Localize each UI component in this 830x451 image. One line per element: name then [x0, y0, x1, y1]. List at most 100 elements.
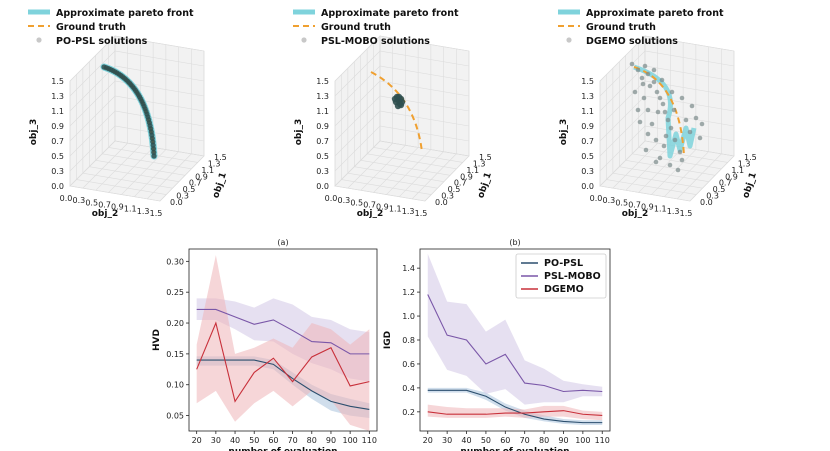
y-tick-label: 0.25	[166, 288, 184, 297]
x-axis-label: number of evaluation	[228, 447, 337, 451]
solution-point	[657, 155, 663, 161]
x-tick-label: 30	[442, 436, 452, 445]
band-psl-mobo	[427, 253, 603, 405]
z-tick-label: 1.3	[316, 92, 329, 101]
grid-line	[341, 179, 432, 195]
series-line-po-psl	[427, 389, 603, 424]
x-tick-label: 100	[575, 436, 590, 445]
y-tick-label: 0.05	[166, 412, 184, 421]
y-tick-label: 0.3	[441, 192, 454, 201]
x-tick-label: 0.7	[363, 200, 376, 209]
y-axis-label: IGD	[383, 331, 393, 349]
z-tick-label: 0.9	[581, 122, 594, 131]
solution-point	[668, 125, 674, 131]
legend-label: PSL-MOBO	[544, 271, 601, 282]
grid-line	[121, 149, 167, 195]
x-tick-label: 50	[249, 436, 259, 445]
y-tick-label: 0.9	[195, 172, 208, 181]
legend-solution-label: PO-PSL solutions	[56, 36, 148, 47]
grid-line	[134, 151, 179, 197]
y-tick-label: 0.10	[166, 381, 184, 390]
grid-line	[599, 35, 735, 82]
grid-line	[114, 140, 205, 157]
z-axis-label: obj_3	[559, 119, 569, 145]
z-tick-label: 0.7	[316, 137, 329, 146]
x-tick-label: 1.5	[150, 209, 163, 218]
z-tick-label: 0.7	[51, 137, 64, 146]
x-tick-label: 0.0	[325, 194, 338, 203]
band-po-psl	[196, 356, 370, 419]
solution-point	[699, 121, 705, 127]
x-tick-label: 0.5	[350, 198, 363, 207]
solution-point	[689, 103, 695, 109]
x-tick-label: 0.0	[60, 194, 73, 203]
solution-point	[659, 77, 665, 83]
x-tick-label: 110	[595, 436, 610, 445]
solution-point	[697, 135, 703, 141]
solution-point	[653, 159, 659, 165]
x-tick-label: 1.5	[415, 209, 428, 218]
grid-line	[632, 153, 722, 170]
back-pane	[379, 35, 470, 157]
x-tick-label: 60	[268, 436, 278, 445]
grid-line	[159, 155, 205, 202]
x-tick-label: 80	[539, 436, 549, 445]
z-tick-label: 0.0	[51, 182, 64, 191]
y-tick-label: 0.15	[166, 350, 184, 359]
grid-line	[664, 151, 709, 197]
y-tick-label: 1.1	[731, 166, 744, 175]
grid-line	[599, 140, 646, 187]
x-tick-label: 30	[211, 436, 221, 445]
y-tick-label: 0.3	[706, 192, 719, 201]
solution-point	[645, 131, 651, 137]
x-tick-label: 40	[461, 436, 471, 445]
y-tick-label: 0.7	[719, 179, 732, 188]
z-tick-label: 0.9	[316, 122, 329, 131]
grid-line	[644, 140, 735, 157]
grid-line	[354, 166, 444, 183]
solution-point	[651, 79, 657, 85]
solution-point	[637, 119, 643, 125]
solution-point	[669, 89, 675, 95]
grid-line	[399, 151, 444, 197]
grid-line	[82, 172, 173, 189]
back-pane	[114, 35, 205, 157]
y-tick-label: 0.20	[166, 319, 184, 328]
grid-line	[599, 185, 691, 202]
grid-line	[347, 172, 438, 189]
legend-truth-label: Ground truth	[586, 22, 656, 33]
z-tick-label: 1.3	[581, 92, 594, 101]
grid-line	[651, 149, 697, 195]
band-po-psl	[427, 387, 603, 426]
solution-point	[655, 109, 661, 115]
z-tick-label: 1.5	[316, 77, 329, 86]
x-tick-label: 1.3	[667, 207, 680, 216]
band-dgemo	[196, 255, 370, 431]
line-chart-hvd: (a) 20 30 40 50 60 70 80 90 100 110 0.05 0.10 0.15 0.2…	[152, 238, 378, 451]
z-axis-label: obj_3	[294, 119, 304, 145]
solution-point	[679, 157, 685, 163]
x-tick-label: 1.1	[654, 205, 667, 214]
grid-line	[95, 159, 186, 176]
grid-line	[89, 166, 179, 183]
solution-point	[662, 109, 668, 115]
x-tick-label: 100	[343, 436, 358, 445]
y-tick-label: 0.9	[725, 172, 738, 181]
grid-line	[360, 159, 451, 176]
z-tick-label: 1.1	[581, 107, 594, 116]
z-tick-label: 0.3	[51, 167, 64, 176]
solution-point	[661, 143, 667, 149]
x-tick-label: 90	[558, 436, 568, 445]
x-tick-label: 40	[230, 436, 240, 445]
x-tick-label: 0.9	[111, 203, 124, 212]
legend-truth-label: Ground truth	[321, 22, 391, 33]
y-tick-label: 0.0	[170, 198, 183, 207]
y-tick-label: 0.5	[448, 185, 461, 194]
x-tick-label: 50	[481, 436, 491, 445]
x-tick-label: 20	[423, 436, 433, 445]
x-tick-label: 70	[520, 436, 530, 445]
solution-point	[687, 129, 693, 135]
grid-line	[334, 35, 470, 82]
z-tick-label: 1.5	[51, 77, 64, 86]
legend-label: PO-PSL	[544, 258, 583, 269]
